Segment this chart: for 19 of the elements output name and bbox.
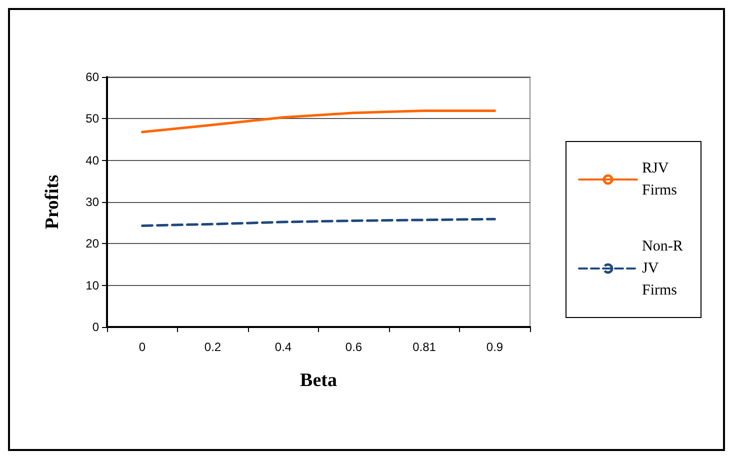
- y-tick-label: 60: [86, 70, 100, 84]
- y-tick-label: 40: [86, 153, 100, 168]
- y-tick-label: 10: [86, 278, 100, 292]
- x-tick-label: 0.6: [345, 340, 362, 354]
- line-series: [141, 218, 496, 227]
- x-tick-label: 0.4: [274, 340, 292, 354]
- legend-label: Non-RJV Firms: [642, 238, 683, 298]
- x-tick-label: 0: [138, 340, 146, 354]
- x-tick-label: 0.81: [412, 340, 436, 354]
- y-axis-title: Profits: [42, 174, 63, 230]
- x-tick-label: 0.9: [486, 340, 504, 354]
- x-axis-title: Beta: [300, 370, 338, 391]
- x-tick-label: 0.2: [204, 340, 222, 354]
- y-tick-label: 20: [86, 236, 100, 251]
- line-series: [141, 110, 496, 134]
- legend-label: RJV Firms: [642, 160, 678, 198]
- y-tick-label: 50: [86, 112, 100, 126]
- y-tick-label: 30: [86, 195, 100, 209]
- y-tick-label: 0: [92, 320, 100, 334]
